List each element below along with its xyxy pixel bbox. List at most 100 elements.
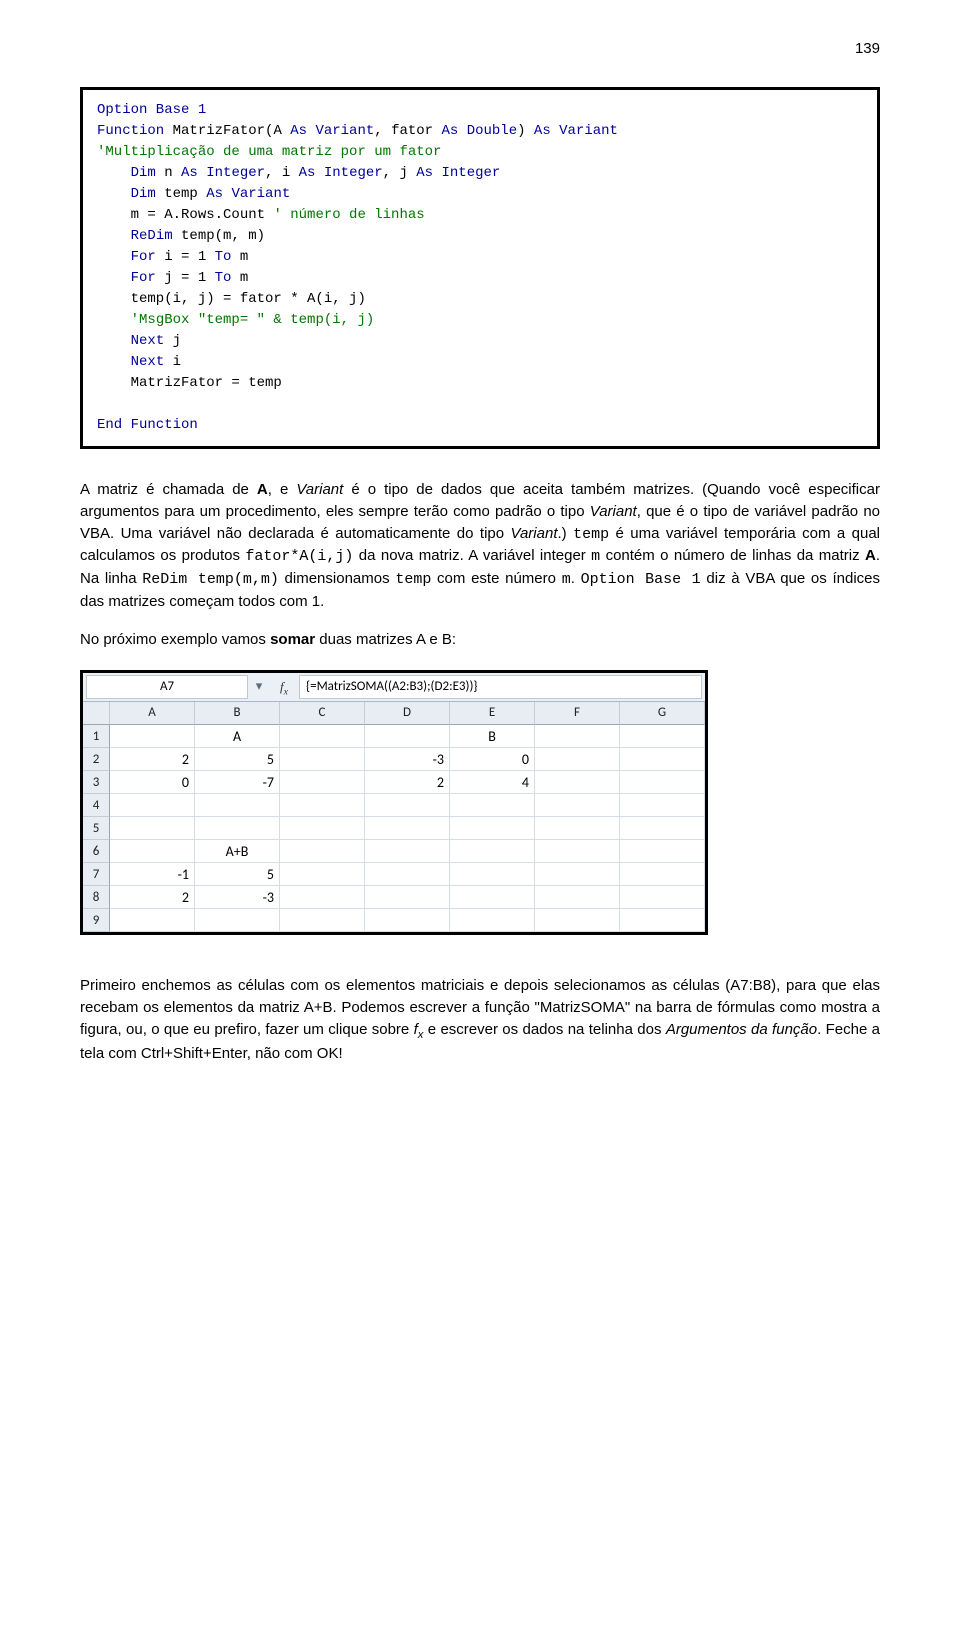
text-italic: Argumentos da função — [666, 1021, 817, 1038]
document-page: 139 Option Base 1Function MatrizFator(A … — [0, 0, 960, 1121]
column-header[interactable]: G — [620, 702, 705, 725]
cell[interactable]: A+B — [195, 840, 280, 863]
row-header[interactable]: 2 — [83, 748, 110, 771]
cell[interactable] — [365, 794, 450, 817]
cell[interactable] — [535, 771, 620, 794]
cell[interactable] — [450, 840, 535, 863]
row-header[interactable]: 4 — [83, 794, 110, 817]
column-header[interactable]: E — [450, 702, 535, 725]
cell[interactable] — [280, 909, 365, 932]
cell[interactable] — [620, 817, 705, 840]
cell[interactable] — [620, 886, 705, 909]
cell[interactable]: -7 — [195, 771, 280, 794]
name-box[interactable]: A7 — [86, 675, 248, 699]
cell[interactable] — [110, 794, 195, 817]
cell[interactable] — [280, 725, 365, 748]
cell[interactable] — [280, 771, 365, 794]
row-header[interactable]: 3 — [83, 771, 110, 794]
cell[interactable]: 0 — [110, 771, 195, 794]
cell[interactable]: -1 — [110, 863, 195, 886]
column-header[interactable]: A — [110, 702, 195, 725]
row-header[interactable]: 9 — [83, 909, 110, 932]
cell[interactable] — [535, 909, 620, 932]
text: .) — [558, 525, 574, 542]
text-mono: temp — [395, 571, 431, 588]
cell[interactable]: -3 — [365, 748, 450, 771]
cell[interactable] — [365, 725, 450, 748]
grid-row: 7-15 — [83, 863, 705, 886]
cell[interactable] — [450, 817, 535, 840]
row-header[interactable]: 5 — [83, 817, 110, 840]
cell[interactable] — [280, 886, 365, 909]
text-mono: ReDim temp(m,m) — [142, 571, 279, 588]
formula-input[interactable]: {=MatrizSOMA((A2:B3);(D2:E3))} — [299, 675, 702, 699]
cell[interactable]: A — [195, 725, 280, 748]
cell[interactable] — [195, 817, 280, 840]
row-header[interactable]: 6 — [83, 840, 110, 863]
paragraph-2: No próximo exemplo vamos somar duas matr… — [80, 629, 880, 651]
cell[interactable] — [535, 748, 620, 771]
cell[interactable] — [535, 794, 620, 817]
cell[interactable] — [195, 794, 280, 817]
text: com este número — [431, 570, 561, 587]
cell[interactable] — [620, 748, 705, 771]
cell[interactable] — [535, 817, 620, 840]
cell[interactable] — [280, 863, 365, 886]
cell[interactable] — [450, 794, 535, 817]
cell[interactable] — [365, 817, 450, 840]
cell[interactable] — [450, 909, 535, 932]
column-header[interactable]: D — [365, 702, 450, 725]
cell[interactable]: -3 — [195, 886, 280, 909]
cell[interactable] — [365, 886, 450, 909]
text-italic: Variant — [296, 481, 343, 498]
cell[interactable]: 2 — [110, 748, 195, 771]
cell[interactable] — [620, 909, 705, 932]
cell[interactable] — [195, 909, 280, 932]
cell[interactable] — [365, 840, 450, 863]
cell[interactable] — [620, 840, 705, 863]
cell[interactable] — [280, 817, 365, 840]
text-mono: m — [562, 571, 571, 588]
cell[interactable] — [365, 863, 450, 886]
row-header[interactable]: 7 — [83, 863, 110, 886]
grid-row: 6 A+B — [83, 840, 705, 863]
cell[interactable] — [110, 909, 195, 932]
cell[interactable]: 4 — [450, 771, 535, 794]
text-italic: fx — [414, 1021, 424, 1038]
cell[interactable] — [110, 817, 195, 840]
cell[interactable] — [450, 863, 535, 886]
cell[interactable] — [620, 794, 705, 817]
text-italic: Variant — [511, 525, 558, 542]
cell[interactable]: 5 — [195, 748, 280, 771]
cell[interactable] — [365, 909, 450, 932]
column-header[interactable]: F — [535, 702, 620, 725]
row-header[interactable]: 8 — [83, 886, 110, 909]
cell[interactable] — [450, 886, 535, 909]
cell[interactable] — [535, 886, 620, 909]
cell[interactable] — [535, 840, 620, 863]
cell[interactable] — [110, 840, 195, 863]
name-box-dropdown-icon[interactable]: ▾ — [251, 676, 267, 698]
text: e escrever os dados na telinha dos — [423, 1021, 665, 1038]
row-header[interactable]: 1 — [83, 725, 110, 748]
cell[interactable] — [535, 863, 620, 886]
cell[interactable]: 2 — [110, 886, 195, 909]
cell[interactable]: 5 — [195, 863, 280, 886]
insert-function-button[interactable]: fx — [273, 676, 295, 698]
cell[interactable] — [280, 748, 365, 771]
cell[interactable] — [280, 794, 365, 817]
column-header[interactable]: C — [280, 702, 365, 725]
cell[interactable]: 2 — [365, 771, 450, 794]
select-all-corner[interactable] — [83, 702, 110, 725]
column-header[interactable]: B — [195, 702, 280, 725]
cell[interactable] — [620, 863, 705, 886]
cell[interactable]: B — [450, 725, 535, 748]
cell[interactable] — [110, 725, 195, 748]
grid-row: 4 — [83, 794, 705, 817]
cell[interactable] — [280, 840, 365, 863]
cell[interactable] — [535, 725, 620, 748]
cell[interactable] — [620, 771, 705, 794]
cell[interactable] — [620, 725, 705, 748]
cell[interactable]: 0 — [450, 748, 535, 771]
excel-screenshot: A7 ▾ fx {=MatrizSOMA((A2:B3);(D2:E3))} A… — [80, 670, 708, 935]
